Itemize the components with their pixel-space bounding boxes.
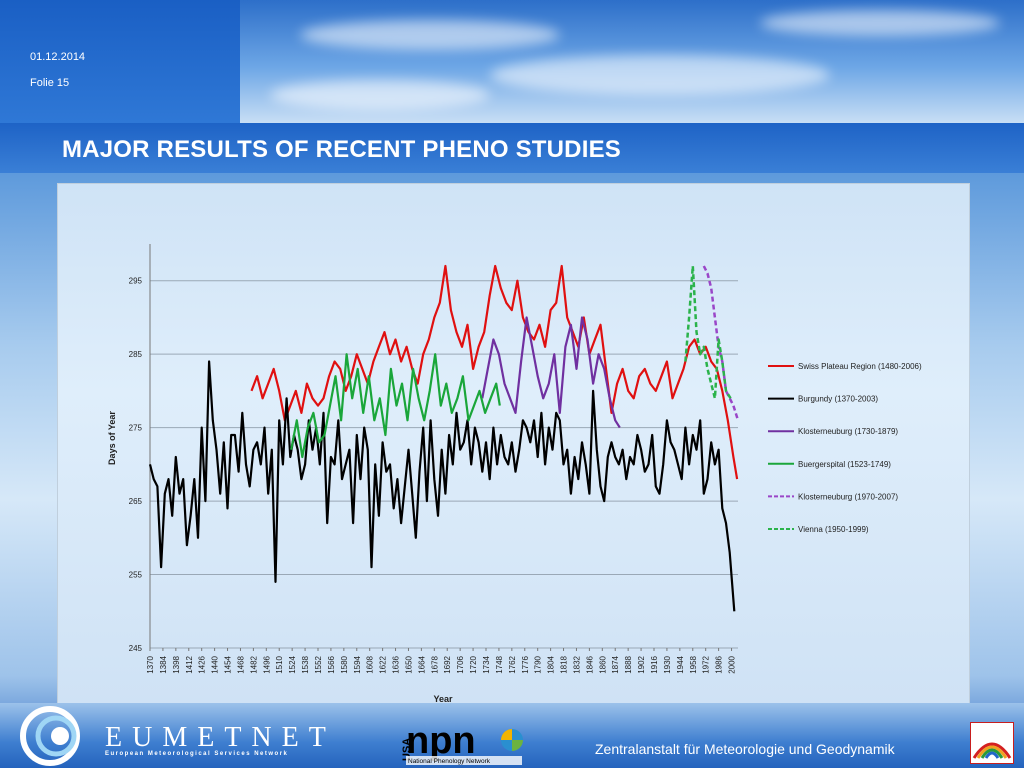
x-tick-label: 1706: [456, 655, 465, 673]
x-tick-label: 1496: [262, 655, 271, 673]
eumetnet-subtitle: European Meteorological Services Network: [105, 751, 289, 757]
x-tick-label: 1482: [249, 655, 258, 673]
sky-banner: [240, 0, 1024, 123]
x-tick-label: 1874: [611, 655, 620, 673]
y-tick-label: 245: [129, 644, 143, 653]
npn-logo-icon: USA npn National Phenology Network: [401, 720, 523, 765]
x-tick-label: 1734: [482, 655, 491, 673]
series-line-klosterneuburg-1970-2007: [702, 265, 740, 421]
x-tick-label: 1902: [637, 655, 646, 673]
x-tick-label: 1566: [327, 655, 336, 673]
slide-title: MAJOR RESULTS OF RECENT PHENO STUDIES: [62, 136, 622, 163]
x-tick-label: 1454: [224, 655, 233, 673]
npn-country: USA: [401, 738, 413, 761]
x-tick-label: 1398: [172, 655, 181, 673]
x-tick-label: 1888: [624, 655, 633, 673]
x-tick-label: 1468: [236, 655, 245, 673]
npn-mark: npn: [406, 720, 476, 762]
title-band: [0, 123, 1024, 173]
x-tick-label: 1930: [663, 655, 672, 673]
y-tick-label: 275: [129, 424, 143, 433]
y-axis-label: Days of Year: [107, 411, 117, 465]
x-tick-label: 1958: [689, 655, 698, 673]
legend-label: Swiss Plateau Region (1480-2006): [798, 362, 922, 371]
x-tick-label: 1678: [430, 655, 439, 673]
x-tick-label: 1762: [508, 655, 517, 673]
x-tick-label: 1916: [650, 655, 659, 673]
npn-subtitle: National Phenology Network: [408, 758, 491, 765]
x-tick-label: 1944: [676, 655, 685, 673]
x-tick-label: 1524: [288, 655, 297, 673]
x-tick-label: 1608: [366, 655, 375, 673]
slide-number: Folie 15: [30, 77, 70, 89]
y-tick-label: 285: [129, 350, 143, 359]
x-tick-label: 1804: [547, 655, 556, 673]
x-tick-label: 1720: [469, 655, 478, 673]
x-tick-label: 1664: [417, 655, 426, 673]
x-tick-label: 1860: [598, 655, 607, 673]
y-tick-label: 255: [129, 571, 143, 580]
x-tick-label: 1818: [560, 655, 569, 673]
x-tick-label: 1776: [521, 655, 530, 673]
legend-label: Burgundy (1370-2003): [798, 395, 878, 404]
x-tick-label: 1552: [314, 655, 323, 673]
x-tick-label: 1538: [301, 655, 310, 673]
institute-name: Zentralanstalt für Meteorologie und Geod…: [595, 741, 895, 757]
y-tick-label: 295: [129, 277, 143, 286]
x-tick-label: 1986: [715, 655, 724, 673]
series-line-burgundy-1370-2003: [148, 360, 736, 612]
x-tick-label: 1790: [534, 655, 543, 673]
x-tick-label: 1972: [702, 655, 711, 673]
x-tick-label: 1650: [404, 655, 413, 673]
slide-date: 01.12.2014: [30, 51, 86, 63]
x-tick-label: 1594: [353, 655, 362, 673]
x-tick-label: 1440: [211, 655, 220, 673]
x-tick-label: 1426: [198, 655, 207, 673]
x-tick-label: 1748: [495, 655, 504, 673]
legend-label: Vienna (1950-1999): [798, 525, 869, 534]
x-tick-label: 1412: [185, 655, 194, 673]
y-tick-label: 265: [129, 497, 143, 506]
zamg-logo-icon: [970, 722, 1014, 764]
chart-frame: [57, 183, 970, 705]
series-line-klosterneuburg-1730-1879: [481, 316, 621, 429]
series-line-buergerspital-1523-1749: [290, 353, 501, 459]
header-panel: [0, 0, 240, 123]
x-tick-label: 1846: [585, 655, 594, 673]
x-tick-label: 2000: [728, 655, 737, 673]
legend-label: Klosterneuburg (1730-1879): [798, 427, 898, 436]
eumetnet-logo-icon: [20, 706, 80, 766]
x-tick-label: 1636: [392, 655, 401, 673]
x-axis-label: Year: [433, 694, 453, 704]
legend-label: Klosterneuburg (1970-2007): [798, 492, 898, 501]
x-tick-label: 1692: [443, 655, 452, 673]
series-line-swiss-plateau-region-1480-2006: [250, 264, 739, 480]
legend-label: Buergerspital (1523-1749): [798, 460, 891, 469]
x-tick-label: 1510: [275, 655, 284, 673]
x-tick-label: 1370: [146, 655, 155, 673]
eumetnet-wordmark: EUMETNET: [105, 722, 336, 753]
x-tick-label: 1622: [379, 655, 388, 673]
x-tick-label: 1832: [572, 655, 581, 673]
x-tick-label: 1580: [340, 655, 349, 673]
x-tick-label: 1384: [159, 655, 168, 673]
